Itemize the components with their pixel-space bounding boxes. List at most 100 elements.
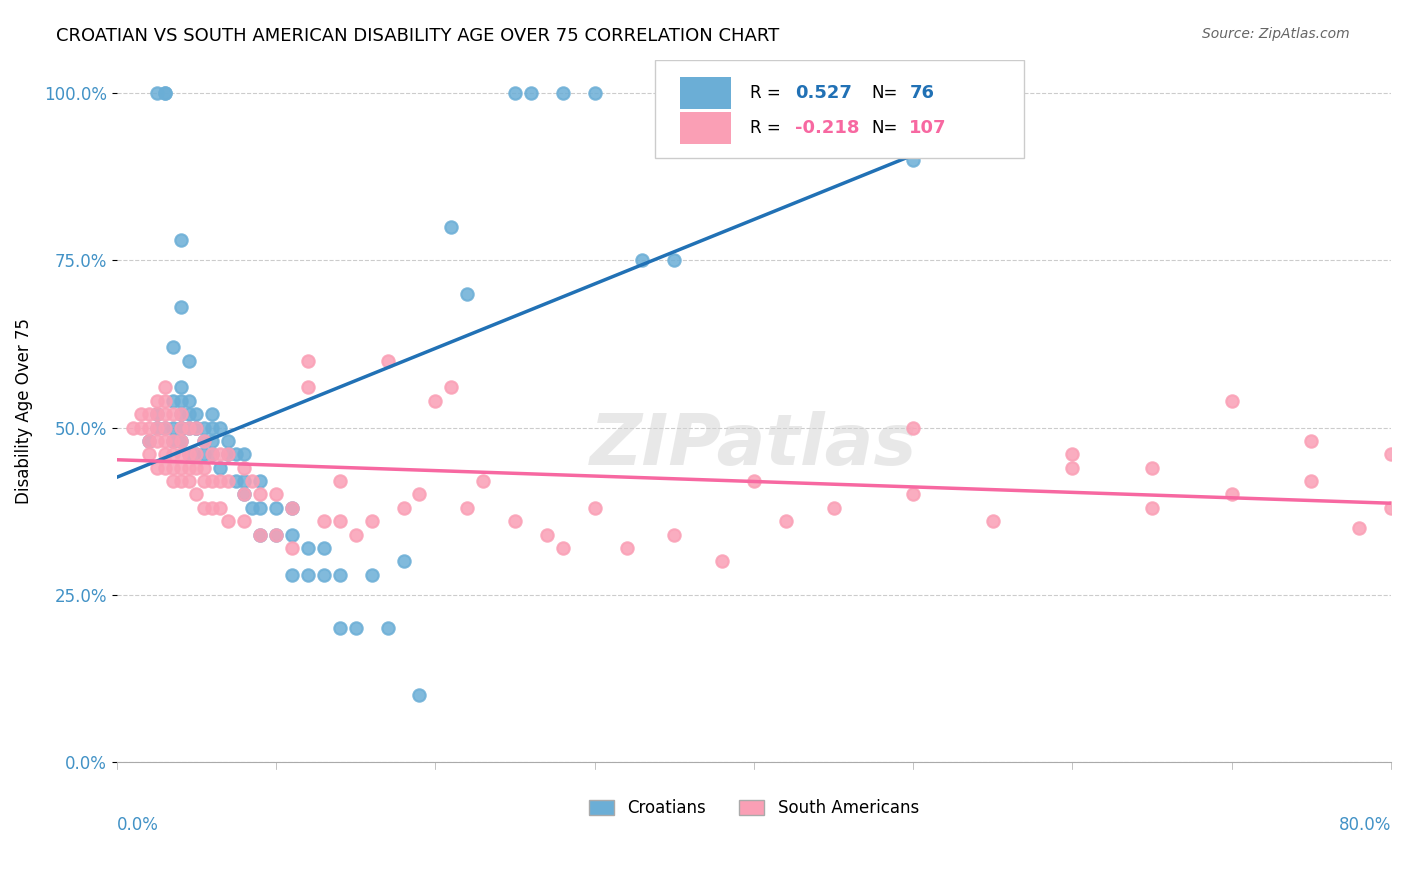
Point: [503, 86, 526, 100]
Point: [201, 447, 224, 461]
Point: [169, 434, 191, 448]
Point: [169, 420, 191, 434]
Point: [217, 447, 239, 461]
Point: [186, 420, 208, 434]
Point: [1301, 474, 1323, 488]
Point: [186, 407, 208, 421]
Point: [472, 474, 495, 488]
FancyBboxPatch shape: [681, 78, 731, 109]
Point: [297, 380, 319, 394]
Point: [775, 86, 797, 100]
FancyBboxPatch shape: [655, 60, 1024, 158]
Point: [145, 393, 167, 408]
Point: [901, 153, 924, 167]
Point: [186, 460, 208, 475]
Point: [153, 86, 176, 100]
Point: [233, 487, 256, 501]
Text: 0.0%: 0.0%: [117, 815, 159, 834]
Point: [177, 460, 200, 475]
Point: [169, 474, 191, 488]
Text: N=: N=: [872, 84, 897, 102]
Point: [209, 460, 232, 475]
Point: [981, 514, 1004, 528]
Point: [456, 500, 478, 515]
Text: 107: 107: [910, 119, 946, 136]
Point: [312, 514, 335, 528]
Point: [162, 447, 184, 461]
Point: [145, 420, 167, 434]
Point: [536, 527, 558, 541]
Text: CROATIAN VS SOUTH AMERICAN DISABILITY AGE OVER 75 CORRELATION CHART: CROATIAN VS SOUTH AMERICAN DISABILITY AG…: [56, 27, 779, 45]
Text: -0.218: -0.218: [794, 119, 859, 136]
Point: [153, 380, 176, 394]
Point: [153, 420, 176, 434]
Point: [456, 286, 478, 301]
Point: [153, 407, 176, 421]
Point: [1301, 434, 1323, 448]
Point: [162, 393, 184, 408]
Point: [329, 621, 352, 635]
Point: [233, 514, 256, 528]
Point: [186, 420, 208, 434]
Point: [312, 541, 335, 555]
Point: [145, 434, 167, 448]
Point: [162, 420, 184, 434]
Point: [153, 447, 176, 461]
Point: [145, 420, 167, 434]
Point: [169, 420, 191, 434]
Point: [138, 407, 160, 421]
Point: [520, 86, 543, 100]
Point: [233, 460, 256, 475]
Point: [177, 420, 200, 434]
Point: [711, 86, 734, 100]
Point: [153, 393, 176, 408]
Point: [233, 447, 256, 461]
Point: [249, 474, 271, 488]
Point: [281, 500, 304, 515]
Point: [169, 447, 191, 461]
Point: [145, 407, 167, 421]
Point: [129, 420, 152, 434]
Point: [169, 300, 191, 314]
Point: [312, 567, 335, 582]
Point: [249, 500, 271, 515]
Point: [249, 487, 271, 501]
Point: [281, 527, 304, 541]
Point: [201, 474, 224, 488]
Point: [193, 434, 215, 448]
Point: [209, 420, 232, 434]
Point: [297, 567, 319, 582]
Point: [583, 500, 606, 515]
Point: [169, 420, 191, 434]
Point: [177, 474, 200, 488]
Point: [823, 86, 845, 100]
Point: [1220, 393, 1243, 408]
Point: [217, 447, 239, 461]
Point: [169, 407, 191, 421]
Point: [901, 487, 924, 501]
Point: [297, 541, 319, 555]
Point: [249, 527, 271, 541]
Point: [360, 514, 382, 528]
Point: [217, 434, 239, 448]
Point: [186, 447, 208, 461]
Point: [233, 474, 256, 488]
FancyBboxPatch shape: [681, 112, 731, 144]
Point: [153, 86, 176, 100]
Point: [193, 500, 215, 515]
Point: [297, 353, 319, 368]
Point: [664, 253, 686, 268]
Point: [583, 86, 606, 100]
Point: [193, 434, 215, 448]
Point: [169, 460, 191, 475]
Point: [209, 447, 232, 461]
Point: [742, 474, 765, 488]
Point: [193, 420, 215, 434]
Point: [392, 554, 415, 568]
Point: [1062, 460, 1084, 475]
Text: 80.0%: 80.0%: [1339, 815, 1391, 834]
Point: [201, 407, 224, 421]
Point: [240, 500, 263, 515]
Point: [169, 407, 191, 421]
Point: [169, 393, 191, 408]
